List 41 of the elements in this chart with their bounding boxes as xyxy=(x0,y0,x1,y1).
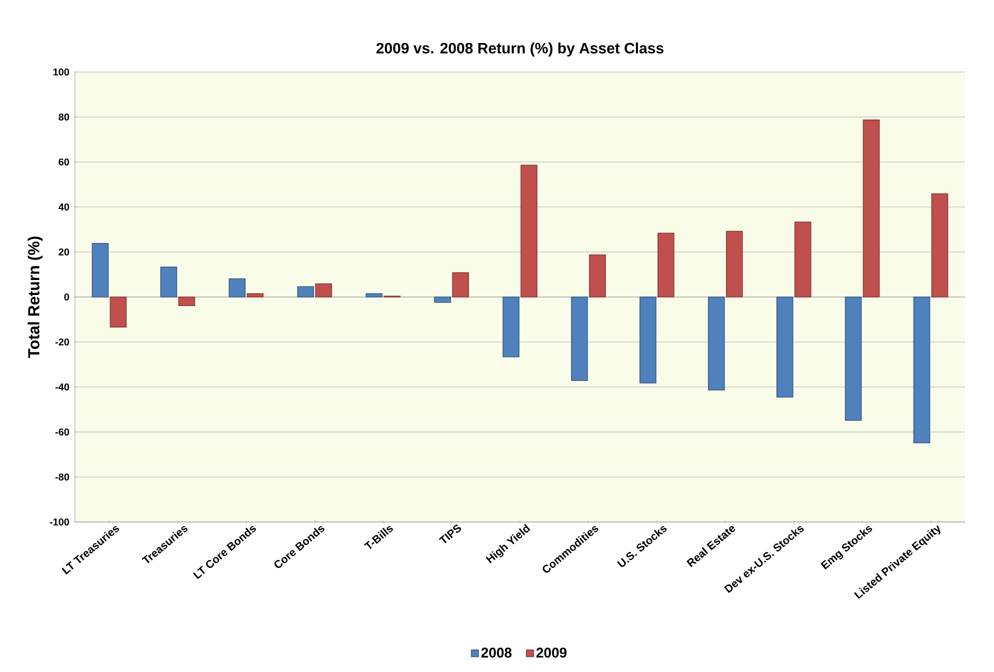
bar xyxy=(726,230,743,298)
legend-label: 2009 xyxy=(536,648,567,658)
y-tick-label: 20 xyxy=(58,248,70,256)
bar xyxy=(708,296,725,390)
bar xyxy=(844,296,862,421)
bar xyxy=(315,283,332,298)
bar xyxy=(931,193,948,298)
y-axis-title: Total Return (%) xyxy=(28,236,43,358)
bar xyxy=(452,272,469,298)
bar xyxy=(228,278,246,298)
y-tick-label: -40 xyxy=(55,383,70,391)
x-tick-label: TIPS xyxy=(438,524,462,544)
bar xyxy=(110,296,127,328)
bar xyxy=(776,296,794,398)
bar xyxy=(434,296,451,303)
legend-label: 2008 xyxy=(481,648,512,658)
bar xyxy=(862,120,880,298)
bar xyxy=(178,296,196,306)
y-tick-label: 60 xyxy=(58,158,70,166)
y-tick-label: -100 xyxy=(50,518,70,526)
y-tick-label: -80 xyxy=(55,473,70,481)
bar xyxy=(502,296,520,358)
bar xyxy=(589,254,606,298)
bar xyxy=(92,243,109,298)
bar xyxy=(520,164,538,298)
bar xyxy=(297,286,314,298)
bar xyxy=(658,232,674,298)
y-tick-label: 0 xyxy=(64,293,70,301)
bar xyxy=(160,266,178,298)
bar xyxy=(640,296,656,384)
y-tick-label: 80 xyxy=(58,113,70,121)
bar xyxy=(794,222,812,298)
bar xyxy=(571,296,588,381)
y-tick-label: -60 xyxy=(55,428,70,436)
bar xyxy=(366,293,382,298)
bar xyxy=(913,296,930,444)
bar xyxy=(246,293,264,298)
chart-title: 2009 vs. 2008 Return (%) by Asset Class xyxy=(376,42,664,56)
y-tick-label: 100 xyxy=(53,68,70,76)
y-tick-label: -20 xyxy=(55,338,70,346)
y-tick-label: 40 xyxy=(58,203,70,211)
